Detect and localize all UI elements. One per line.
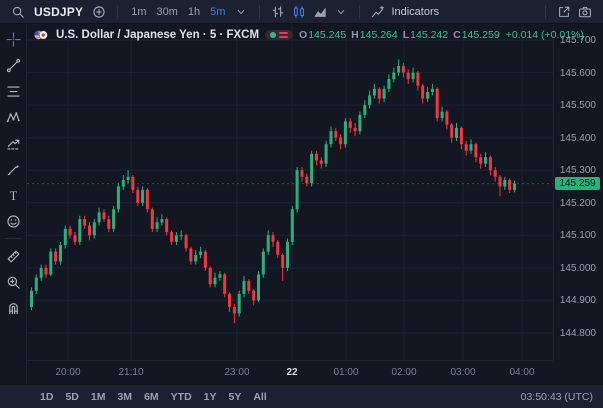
- search-icon[interactable]: [8, 2, 28, 22]
- indicators-label: Indicators: [391, 5, 440, 18]
- toolbar-separator: [117, 4, 119, 19]
- fib-retracement-icon[interactable]: [3, 81, 23, 101]
- clock[interactable]: 03:50:43 (UTC): [520, 390, 593, 403]
- indicators-icon: [368, 2, 388, 22]
- timeframe-1m[interactable]: 1m: [131, 5, 147, 18]
- time-axis[interactable]: 20:00 21:10 23:00 22 01:00 02:00 03:00 04:00: [27, 360, 553, 384]
- emoji-icon[interactable]: [3, 211, 23, 231]
- crosshair-icon[interactable]: [3, 29, 23, 49]
- price-axis-label: 145.300: [559, 165, 596, 177]
- camera-snapshot-icon[interactable]: [575, 2, 595, 22]
- price-axis-label: 145.600: [559, 67, 596, 79]
- timeframe-5m[interactable]: 5m: [210, 5, 226, 18]
- price-axis-label: 145.500: [559, 100, 596, 112]
- range-1d[interactable]: 1D: [40, 390, 54, 403]
- text-icon[interactable]: T: [3, 185, 23, 205]
- range-ytd[interactable]: YTD: [170, 390, 192, 403]
- time-axis-label: 01:00: [333, 367, 359, 378]
- timeframe-group: 1m 30m 1h 5m: [126, 4, 230, 20]
- toolbar-separator: [545, 4, 546, 19]
- paper-trading-bars-icon: [279, 32, 289, 38]
- last-price-badge: 145.259: [555, 177, 600, 191]
- range-5d[interactable]: 5D: [65, 390, 79, 403]
- range-1y[interactable]: 1Y: [203, 390, 217, 403]
- price-axis-label: 145.000: [559, 262, 596, 274]
- time-axis-label: 21:10: [118, 367, 144, 378]
- time-axis-label: 23:00: [224, 367, 250, 378]
- symbol-title[interactable]: U.S. Dollar / Japanese Yen · 5 · FXCM: [56, 29, 260, 41]
- brush-icon[interactable]: [3, 159, 23, 179]
- add-symbol-icon[interactable]: [89, 2, 109, 22]
- ohlc-label: C: [453, 29, 461, 41]
- range-1m[interactable]: 1M: [90, 390, 106, 403]
- price-axis[interactable]: 145.700 145.600 145.500 145.400 145.300 145.2…: [553, 24, 603, 360]
- toolbar-divider: [4, 238, 22, 239]
- ohlc-label: L: [402, 29, 410, 41]
- time-axis-label: 02:00: [391, 367, 417, 378]
- toolbar-separator: [359, 4, 361, 19]
- time-axis-label: 22: [286, 367, 298, 378]
- ohlc-value: 145.264: [359, 29, 398, 41]
- drawing-tools-toolbar: T: [0, 24, 27, 384]
- ohlc-label: O: [299, 29, 308, 41]
- usdjpy-pair-flag-icon: [32, 29, 50, 41]
- area-chart-type-icon[interactable]: [310, 2, 330, 22]
- forecast-icon[interactable]: [3, 133, 23, 153]
- time-axis-label: 20:00: [55, 367, 81, 378]
- chart-type-chevron-down-icon[interactable]: [331, 2, 351, 22]
- bottom-toolbar: 1D 5D 1M 3M 6M YTD 1Y 5Y All 03:50:43 (UTC): [0, 384, 603, 408]
- range-5y[interactable]: 5Y: [228, 390, 242, 403]
- toolbar-separator: [259, 4, 261, 19]
- ohlc-value: 145.242: [410, 29, 449, 41]
- market-status-toggle[interactable]: [265, 30, 294, 40]
- price-change: +0.014 (+0.01%): [505, 29, 584, 41]
- timeframe-1h[interactable]: 1h: [187, 5, 201, 18]
- svg-text:T: T: [9, 188, 17, 202]
- bars-chart-type-icon[interactable]: [268, 2, 288, 22]
- time-axis-label: 04:00: [509, 367, 535, 378]
- date-range-group: 1D 5D 1M 3M 6M YTD 1Y 5Y All: [34, 391, 273, 403]
- symbol-button[interactable]: USDJPY: [34, 4, 84, 19]
- market-open-dot-icon: [270, 32, 277, 38]
- ohlc-value: 145.245: [308, 29, 347, 41]
- price-axis-label: 144.900: [559, 295, 596, 307]
- xabcd-pattern-icon[interactable]: [3, 107, 23, 127]
- ruler-icon[interactable]: [3, 246, 23, 266]
- price-axis-label: 145.100: [559, 230, 596, 242]
- open-in-new-window-icon[interactable]: [554, 2, 574, 22]
- time-axis-label: 03:00: [450, 367, 476, 378]
- price-axis-label: 145.400: [559, 132, 596, 144]
- range-3m[interactable]: 3M: [117, 390, 133, 403]
- candlestick-chart[interactable]: [27, 24, 553, 360]
- magnet-icon[interactable]: [3, 298, 23, 318]
- trend-line-icon[interactable]: [3, 55, 23, 75]
- ohlc-values: O 145.245 H 145.264 L 145.242 C 145.259: [299, 29, 500, 41]
- price-axis-label: 144.800: [559, 328, 596, 339]
- zoom-in-icon[interactable]: [3, 272, 23, 292]
- ohlc-label: H: [351, 29, 359, 41]
- price-axis-label: 145.200: [559, 197, 596, 209]
- timeframe-chevron-down-icon[interactable]: [231, 2, 251, 22]
- range-6m[interactable]: 6M: [144, 390, 159, 403]
- candles-chart-type-icon[interactable]: [289, 2, 309, 22]
- price-axis-label: 145.700: [559, 35, 596, 46]
- indicators-button[interactable]: Indicators: [368, 2, 439, 22]
- timeframe-30m[interactable]: 30m: [156, 5, 178, 18]
- top-toolbar: USDJPY 1m 30m 1h 5m Indicators: [0, 0, 603, 24]
- ohlc-value: 145.259: [461, 29, 500, 41]
- range-all[interactable]: All: [253, 390, 267, 403]
